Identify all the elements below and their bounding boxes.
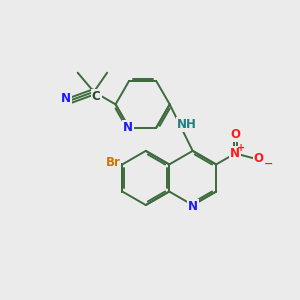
Text: NH: NH — [177, 118, 196, 130]
Text: N: N — [61, 92, 71, 105]
Text: Br: Br — [106, 157, 120, 169]
Text: O: O — [254, 152, 264, 165]
Text: N: N — [188, 200, 198, 213]
Text: O: O — [230, 128, 240, 141]
Text: −: − — [264, 159, 273, 169]
Text: C: C — [92, 90, 100, 103]
Text: +: + — [236, 143, 244, 153]
Text: N: N — [123, 121, 133, 134]
Text: N: N — [230, 147, 240, 160]
